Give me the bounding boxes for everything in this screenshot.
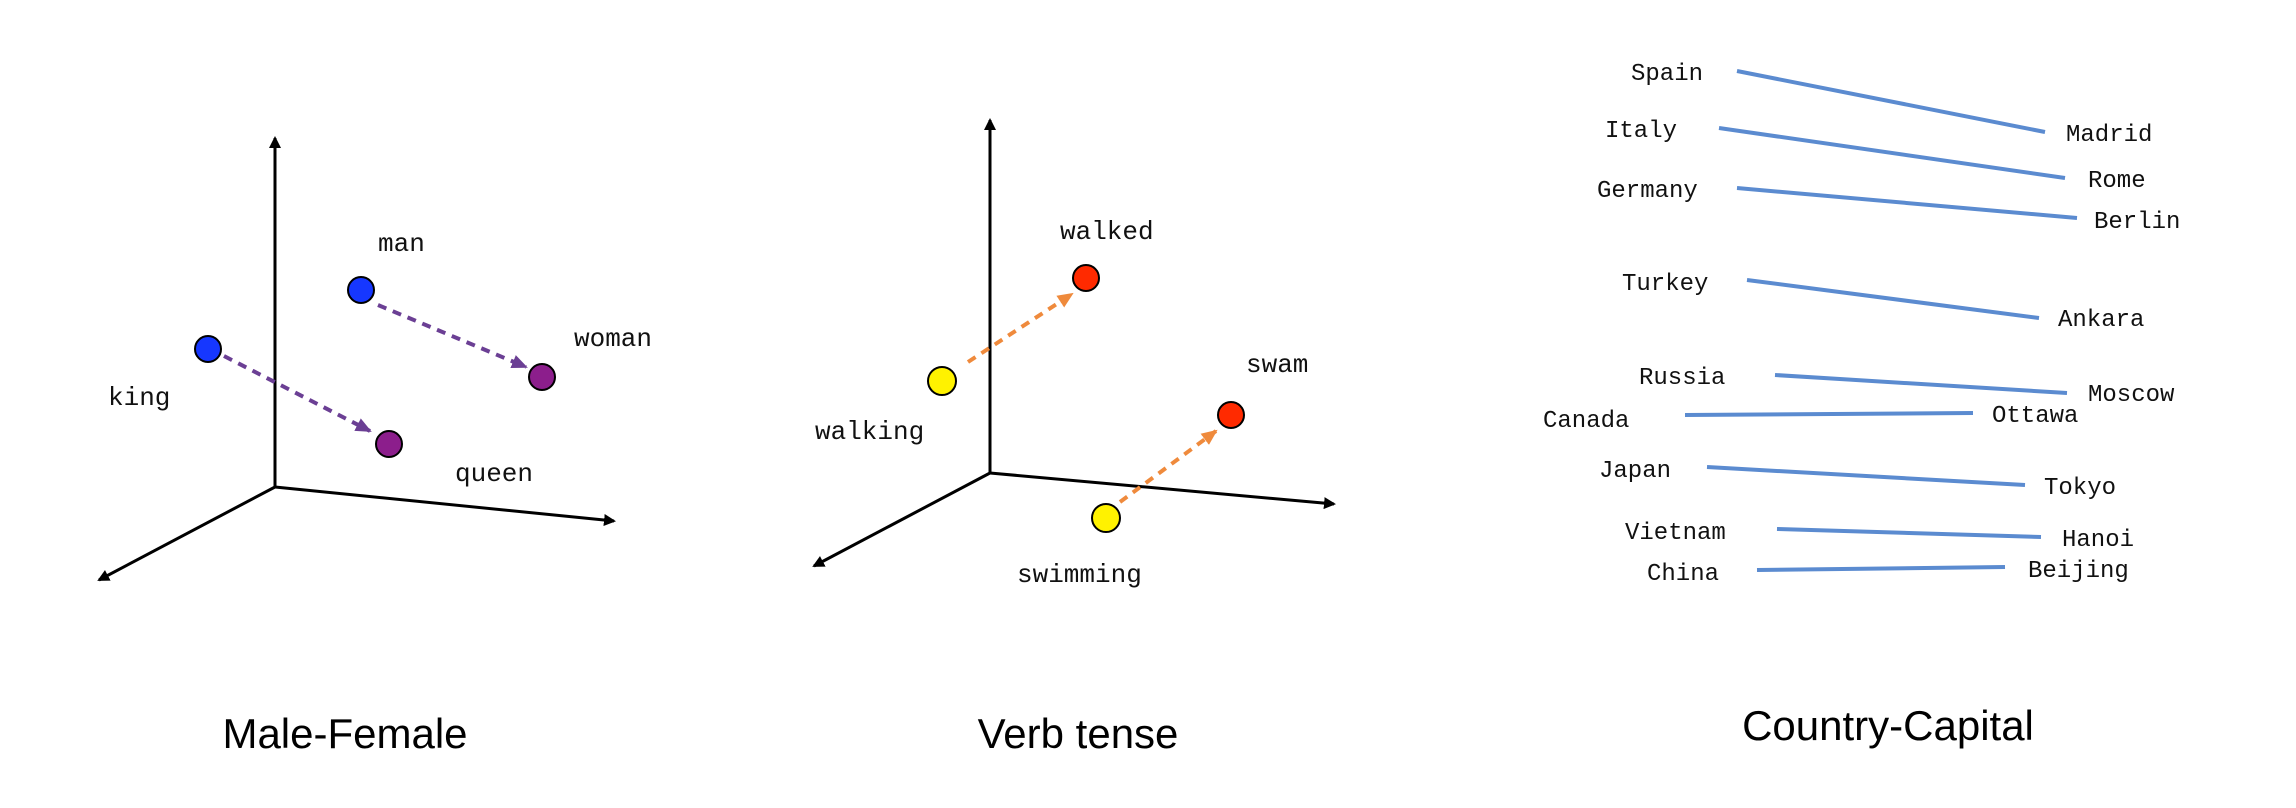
man-label: man <box>378 229 425 259</box>
queen-label: queen <box>455 459 533 489</box>
country-capital-panel: Spain Italy Germany Turkey Russia Canada… <box>1543 61 2180 749</box>
man-woman-arrow <box>377 303 528 369</box>
walked-point <box>1072 264 1100 292</box>
country-label-canada: Canada <box>1543 408 1629 435</box>
woman-point <box>528 363 556 391</box>
connector-lines <box>1684 69 2078 572</box>
country-label-vietnam: Vietnam <box>1625 520 1726 547</box>
country-label-germany: Germany <box>1597 178 1698 205</box>
verb-tense-panel: walked walking swam swimming Verb tense <box>812 118 1336 757</box>
capital-label-rome: Rome <box>2088 168 2146 195</box>
walking-point <box>927 366 957 396</box>
canada-ottawa-line <box>1684 411 1974 417</box>
capital-label-tokyo: Tokyo <box>2044 475 2116 502</box>
man-point <box>347 276 375 304</box>
country-labels: Spain Italy Germany Turkey Russia Canada… <box>1543 61 1726 588</box>
japan-tokyo-line <box>1706 465 2026 487</box>
capital-label-berlin: Berlin <box>2094 209 2180 236</box>
country-label-turkey: Turkey <box>1622 271 1708 298</box>
swimming-label: swimming <box>1017 560 1142 590</box>
walking-label: walking <box>815 417 924 447</box>
russia-moscow-line <box>1774 373 2068 395</box>
country-label-japan: Japan <box>1599 458 1671 485</box>
king-queen-arrow <box>223 354 372 433</box>
male-female-caption: Male-Female <box>222 710 467 757</box>
country-capital-caption: Country-Capital <box>1742 702 2034 749</box>
axes <box>97 136 616 582</box>
male-female-panel: man woman king queen Male-Female <box>97 136 652 757</box>
italy-rome-line <box>1718 126 2066 180</box>
axis-z <box>97 485 276 582</box>
swam-label: swam <box>1246 350 1308 380</box>
king-point <box>194 335 222 363</box>
axis-z <box>812 471 991 568</box>
vietnam-hanoi-line <box>1776 527 2042 539</box>
axes <box>812 118 1336 568</box>
country-label-russia: Russia <box>1639 365 1725 392</box>
capital-label-ankara: Ankara <box>2058 307 2144 334</box>
woman-label: woman <box>574 324 652 354</box>
swam-point <box>1217 401 1245 429</box>
capital-label-hanoi: Hanoi <box>2062 527 2134 554</box>
capital-label-madrid: Madrid <box>2066 122 2152 149</box>
verb-tense-caption: Verb tense <box>978 710 1179 757</box>
germany-berlin-line <box>1736 186 2078 220</box>
capital-label-beijing: Beijing <box>2028 558 2129 585</box>
spain-madrid-line <box>1736 69 2046 134</box>
capital-label-ottawa: Ottawa <box>1992 403 2078 430</box>
axis-x <box>989 471 1336 510</box>
king-label: king <box>108 383 170 413</box>
capital-labels: Madrid Rome Berlin Ankara Moscow Ottawa … <box>1992 122 2180 585</box>
axis-x <box>274 485 616 526</box>
country-label-italy: Italy <box>1605 118 1677 145</box>
walked-label: walked <box>1060 217 1154 247</box>
china-beijing-line <box>1756 565 2006 572</box>
queen-point <box>375 430 403 458</box>
turkey-ankara-line <box>1746 278 2040 320</box>
walking-walked-arrow <box>966 292 1074 364</box>
swimming-swam-arrow <box>1118 429 1218 504</box>
country-label-china: China <box>1647 561 1719 588</box>
swimming-point <box>1091 503 1121 533</box>
country-label-spain: Spain <box>1631 61 1703 88</box>
capital-label-moscow: Moscow <box>2088 382 2175 409</box>
